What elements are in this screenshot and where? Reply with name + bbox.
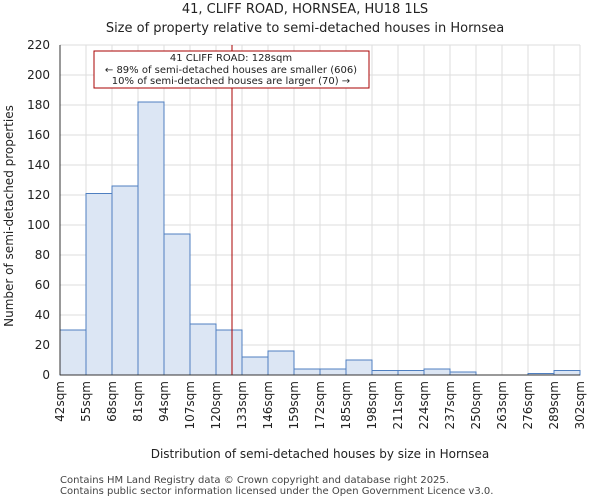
y-tick-label: 80 (35, 248, 50, 262)
annotation-line-2: ← 89% of semi-detached houses are smalle… (105, 65, 357, 76)
bar (553, 370, 581, 376)
y-tick-label: 120 (27, 188, 50, 202)
bar (371, 370, 399, 376)
y-axis-label: Number of semi-detached properties (2, 105, 16, 327)
x-tick-label: 289sqm (547, 381, 561, 429)
bar (163, 233, 191, 376)
y-tick-label: 220 (27, 38, 50, 52)
bar (215, 329, 243, 376)
x-tick-label: 42sqm (53, 381, 67, 422)
bar (241, 356, 269, 376)
y-tick-label: 20 (35, 338, 50, 352)
y-tick-label: 60 (35, 278, 50, 292)
x-tick-label: 224sqm (417, 381, 431, 429)
bar (345, 359, 373, 376)
y-tick-labels: 0 20 40 60 80 100 120 140 160 180 200 220 (27, 38, 50, 382)
annotation-box: 41 CLIFF ROAD: 128sqm ← 89% of semi-deta… (93, 50, 370, 89)
annotation-line-3: 10% of semi-detached houses are larger (… (112, 76, 350, 87)
y-tick-label: 100 (27, 218, 50, 232)
bar (397, 370, 425, 376)
bar (293, 368, 321, 376)
x-tick-label: 133sqm (235, 381, 249, 429)
bar (267, 350, 295, 376)
y-tick-label: 140 (27, 158, 50, 172)
x-tick-label: 81sqm (131, 381, 145, 422)
y-tick-label: 160 (27, 128, 50, 142)
y-tick-label: 200 (27, 68, 50, 82)
x-tick-label: 107sqm (183, 381, 197, 429)
bar (423, 368, 451, 376)
y-tick-label: 40 (35, 308, 50, 322)
x-tick-labels: 42sqm 55sqm 68sqm 81sqm 94sqm 107sqm 120sqm 133… (53, 381, 587, 429)
y-tick-label: 180 (27, 98, 50, 112)
bar (111, 185, 139, 376)
bar (59, 329, 87, 376)
x-axis-label: Distribution of semi-detached houses by … (151, 447, 490, 461)
x-tick-label: 172sqm (313, 381, 327, 429)
x-tick-label: 211sqm (391, 381, 405, 429)
x-tick-label: 276sqm (521, 381, 535, 429)
x-tick-label: 237sqm (443, 381, 457, 429)
bar (319, 368, 347, 376)
footer-line-1: Contains HM Land Registry data © Crown c… (60, 475, 449, 486)
bars (59, 101, 581, 376)
x-tick-label: 94sqm (157, 381, 171, 422)
y-tick-label: 0 (42, 368, 50, 382)
chart-title: 41, CLIFF ROAD, HORNSEA, HU18 1LS (182, 2, 428, 17)
chart-subtitle: Size of property relative to semi-detach… (106, 21, 504, 36)
x-tick-label: 120sqm (209, 381, 223, 429)
x-tick-label: 302sqm (573, 381, 587, 429)
x-tick-label: 250sqm (469, 381, 483, 429)
x-tick-label: 146sqm (261, 381, 275, 429)
axes (59, 45, 580, 376)
x-tick-label: 263sqm (495, 381, 509, 429)
bar (85, 193, 113, 376)
x-tick-label: 185sqm (339, 381, 353, 429)
x-tick-label: 68sqm (105, 381, 119, 422)
x-tick-label: 198sqm (365, 381, 379, 429)
bar (189, 323, 217, 376)
x-tick-label: 55sqm (79, 381, 93, 422)
bar (137, 101, 165, 376)
x-tick-label: 159sqm (287, 381, 301, 429)
footer-line-2: Contains public sector information licen… (60, 486, 493, 497)
annotation-line-1: 41 CLIFF ROAD: 128sqm (170, 53, 292, 64)
